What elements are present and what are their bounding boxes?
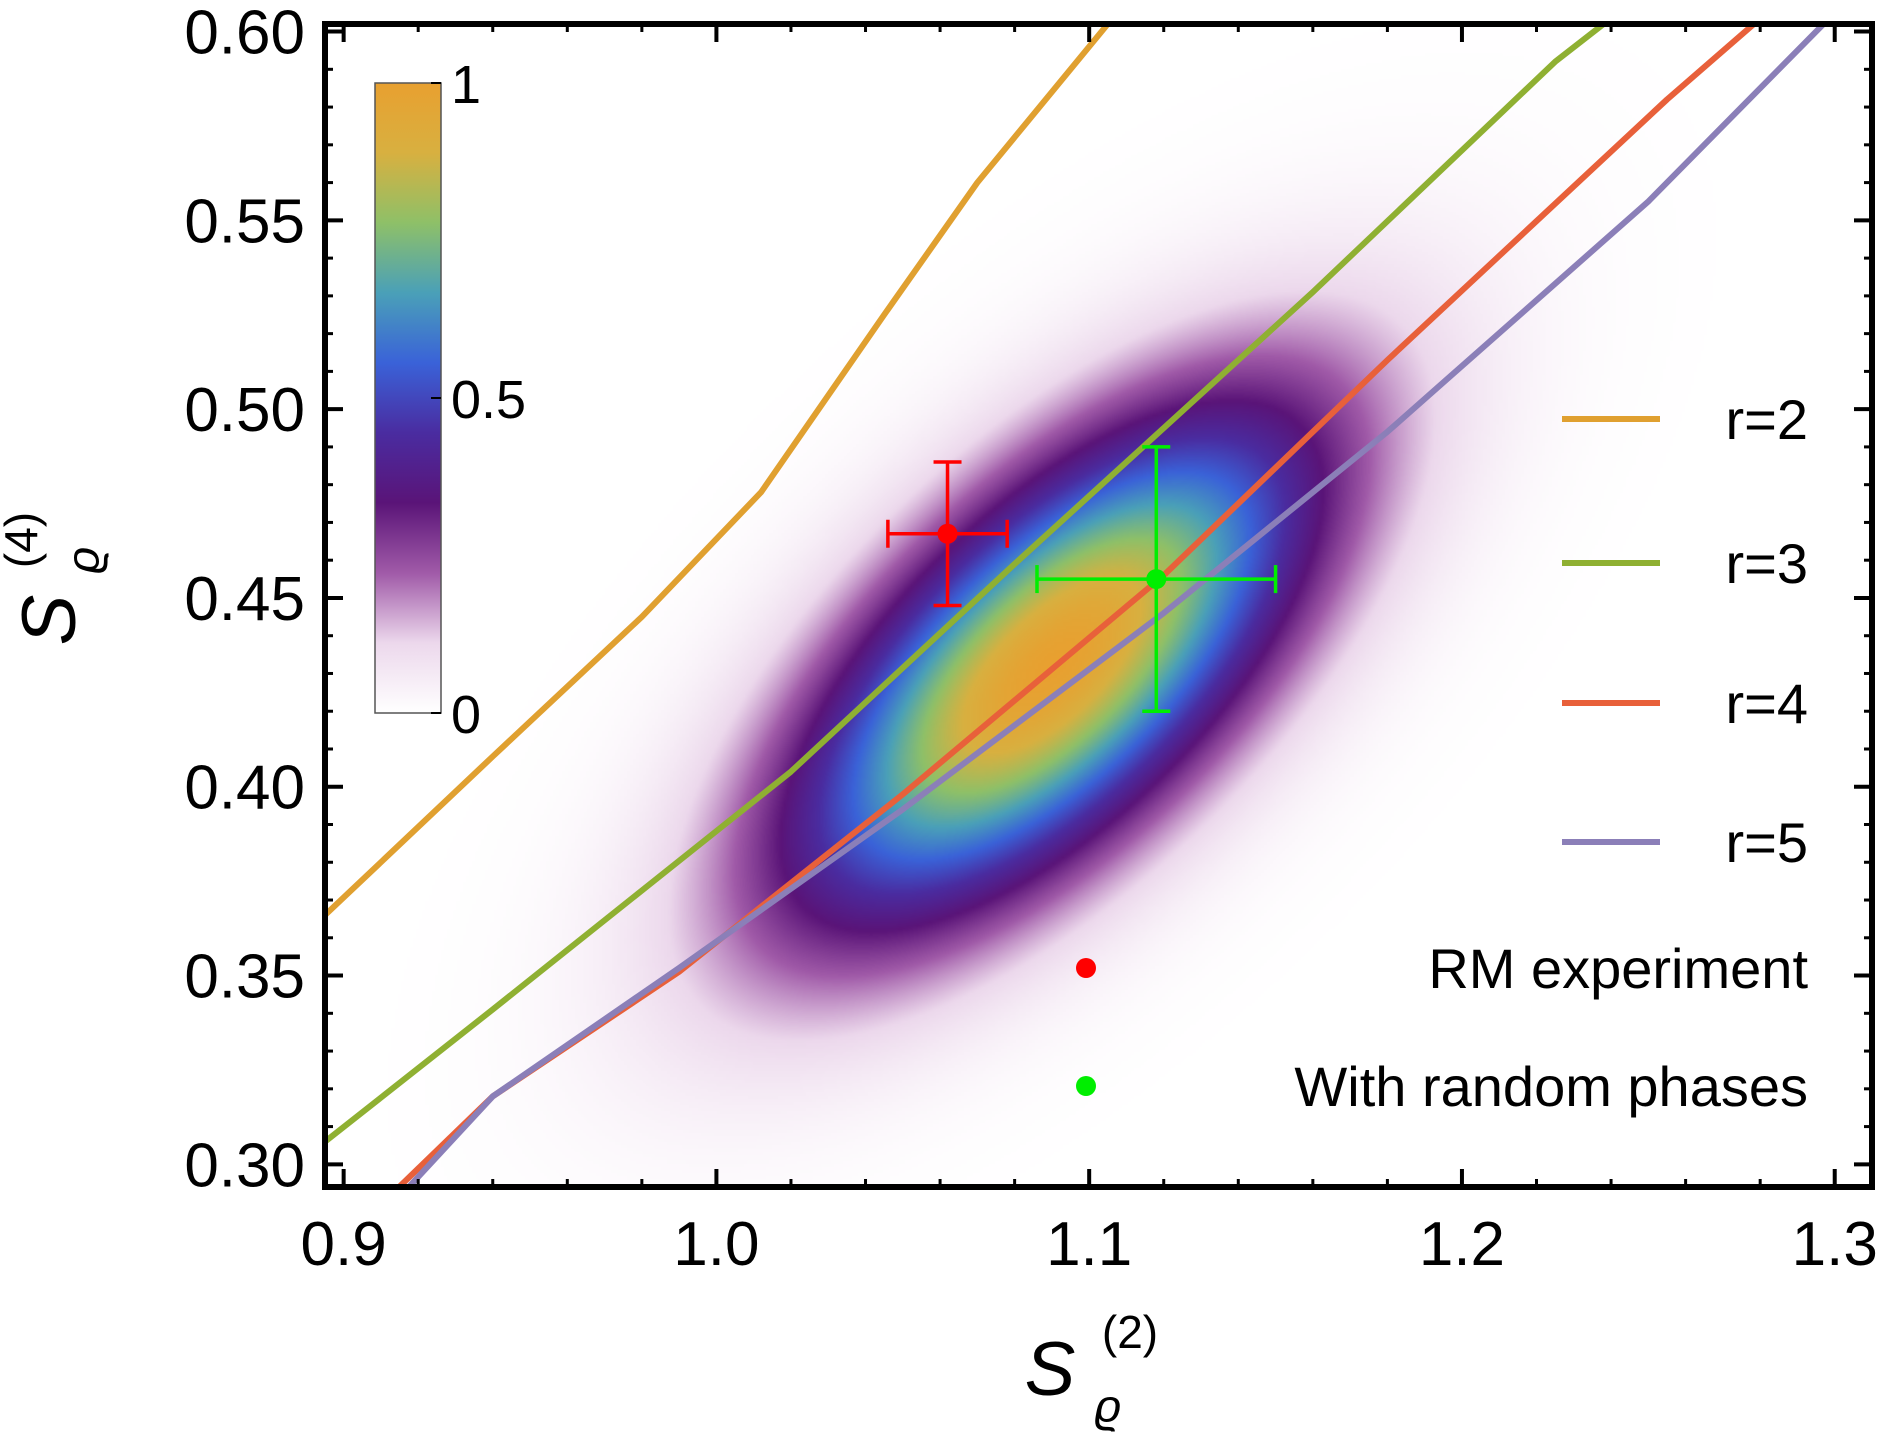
legend-item-r=4: r=4	[1562, 672, 1808, 735]
legend-item-r=5: r=5	[1562, 811, 1808, 874]
plot-frame	[322, 21, 1875, 1190]
point-marker	[937, 523, 958, 544]
y-tick-label: 0.30	[184, 1131, 305, 1200]
legend-item-rm-experiment: RM experiment	[1076, 937, 1808, 1000]
series-line-r=3	[325, 24, 1606, 1145]
y-axis-label-superscript: (4)	[0, 512, 47, 568]
colorbar-tick-label: 0	[451, 685, 481, 745]
axis-ticks: 0.9 1.0 1.1 1.2 1.30.300.350.400.450.500.550…	[184, 0, 1877, 1279]
x-tick-label: 1.1	[1046, 1210, 1132, 1279]
x-axis-label-superscript: (2)	[1102, 1306, 1158, 1358]
data-point-with-random-phases	[1035, 445, 1278, 713]
series-line-r=5	[404, 24, 1828, 1187]
colorbar-tick-label: 1	[451, 55, 481, 115]
y-axis-label: S (4) ϱ	[0, 512, 109, 645]
x-axis-label-subscript: ϱ	[1095, 1380, 1122, 1432]
legend-item-with-random-phases: With random phases	[1076, 1055, 1808, 1118]
y-tick-label: 0.40	[184, 754, 305, 823]
legend-label: r=2	[1726, 388, 1809, 451]
legend-label: With random phases	[1294, 1055, 1808, 1118]
y-tick-label: 0.55	[184, 187, 305, 256]
legend-item-r=3: r=3	[1562, 532, 1808, 595]
legend-item-r=2: r=2	[1562, 388, 1808, 451]
x-axis-label: S (2) ϱ	[1025, 1306, 1158, 1432]
x-tick-label: 0.9	[301, 1210, 387, 1279]
y-tick-label: 0.50	[184, 376, 305, 445]
legend-marker	[1076, 958, 1096, 978]
x-tick-label: 1.0	[673, 1210, 759, 1279]
legend-marker	[1076, 1076, 1096, 1096]
y-tick-label: 0.60	[184, 0, 305, 68]
legend-label: r=3	[1726, 532, 1809, 595]
x-tick-label: 1.2	[1419, 1210, 1505, 1279]
legend-label: RM experiment	[1428, 937, 1808, 1000]
legend-label: r=5	[1726, 811, 1809, 874]
data-points	[886, 445, 1278, 713]
point-marker	[1146, 569, 1167, 590]
x-tick-label: 1.3	[1792, 1210, 1878, 1279]
y-tick-label: 0.35	[184, 943, 305, 1012]
density-heatmap	[325, 24, 1872, 1187]
y-axis-label-symbol: S	[7, 595, 92, 646]
y-tick-label: 0.45	[184, 565, 305, 634]
y-axis-label-subscript: ϱ	[57, 547, 109, 574]
legend: r=2 r=3 r=4 r=5 RM experiment With random pha…	[1076, 388, 1808, 1118]
x-axis-label-symbol: S	[1025, 1327, 1076, 1412]
colorbar-gradient	[374, 82, 442, 714]
data-point-rm-experiment	[886, 460, 1009, 608]
series-line-r=2	[325, 24, 1111, 918]
series-lines	[325, 24, 1828, 1187]
colorbar: 00.51	[374, 55, 526, 745]
legend-label: r=4	[1726, 672, 1809, 735]
colorbar-tick-label: 0.5	[451, 370, 526, 430]
colorbar-ticks: 00.51	[431, 55, 526, 745]
